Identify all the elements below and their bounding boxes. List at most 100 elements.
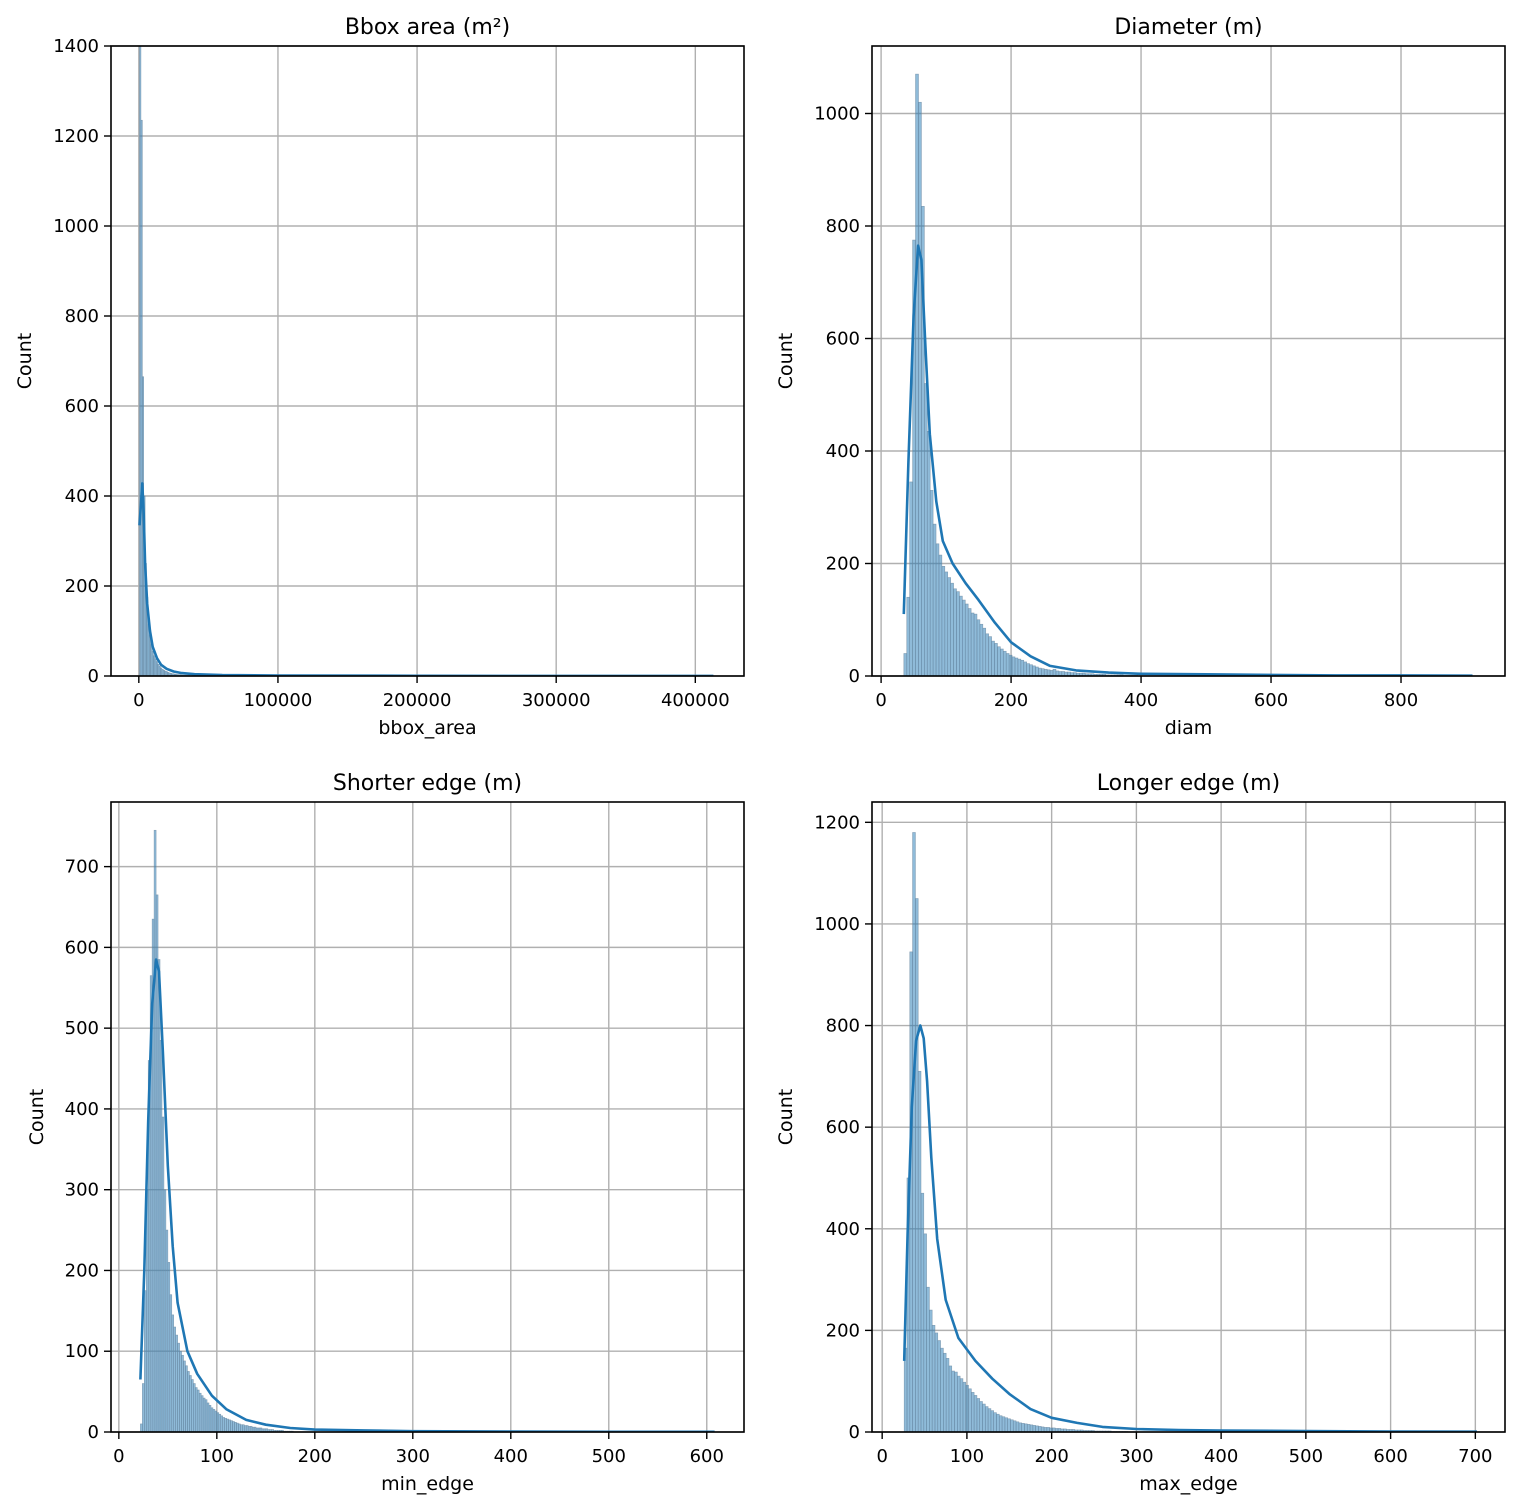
histogram-bar: [962, 1381, 967, 1432]
x-tick-label: 200: [298, 1446, 332, 1467]
histogram-bar: [956, 591, 960, 676]
histogram-bar: [953, 588, 957, 676]
chart-title: Bbox area (m²): [345, 15, 510, 40]
x-tick-label: 400: [1124, 690, 1158, 711]
chart-panel-3: 0 100 200 300 400 500 600 700 0 200 400 600 800 1000 1…: [775, 771, 1506, 1495]
y-tick-label: 200: [826, 554, 860, 575]
y-tick-label: 1000: [814, 104, 860, 125]
x-tick-label: 500: [592, 1446, 626, 1467]
chart-title: Shorter edge (m): [333, 771, 522, 796]
x-tick-label: 0: [875, 690, 886, 711]
histogram-bar: [982, 627, 987, 676]
histogram-bar: [988, 636, 992, 676]
histogram-bar: [941, 566, 946, 676]
histogram-bar: [1002, 650, 1007, 676]
histogram-bar: [1001, 1416, 1006, 1432]
y-tick-label: 0: [849, 666, 860, 687]
histogram-bar: [973, 613, 978, 676]
y-tick-label: 200: [826, 1320, 860, 1341]
histogram-bar: [1038, 1426, 1042, 1432]
histogram-bar: [1049, 670, 1054, 676]
histogram-bar: [932, 523, 937, 676]
histogram-bar: [990, 1410, 994, 1432]
histogram-bar: [929, 1309, 933, 1432]
histogram-bar: [982, 1403, 986, 1432]
kde-line: [138, 482, 714, 676]
y-tick-label: 400: [826, 441, 860, 462]
x-axis-label: bbox_area: [378, 717, 476, 739]
histogram-bar: [1029, 664, 1033, 676]
histogram-bar: [915, 898, 919, 1432]
histogram-bar: [1052, 668, 1057, 676]
histogram-bar: [912, 832, 916, 1432]
histogram-bar: [971, 1392, 975, 1432]
histogram-bar: [906, 596, 910, 676]
histogram-bar: [979, 1401, 983, 1432]
y-tick-label: 600: [65, 396, 99, 417]
histogram-bar: [943, 1352, 947, 1432]
histogram-bar: [959, 595, 963, 676]
histogram-bar: [1024, 1423, 1028, 1432]
x-axis-label: min_edge: [381, 1473, 474, 1495]
histogram-bar: [1008, 654, 1013, 676]
histogram-bar: [903, 653, 908, 676]
x-tick-label: 600: [1373, 1446, 1407, 1467]
x-tick-label: 700: [1458, 1446, 1492, 1467]
histogram-bar: [997, 646, 1001, 676]
histogram-bar: [931, 1325, 936, 1432]
axes-frame: [871, 45, 1506, 677]
histogram-bar: [1012, 1420, 1017, 1432]
y-tick-label: 1400: [53, 36, 99, 57]
histogram-bar: [950, 582, 954, 676]
y-tick-label: 500: [65, 1018, 99, 1039]
x-tick-label: 200: [1034, 1446, 1068, 1467]
y-tick-label: 700: [65, 857, 99, 878]
histogram-bar: [1026, 1424, 1031, 1432]
x-tick-label: 500: [1289, 1446, 1323, 1467]
histogram-bar: [959, 1378, 964, 1432]
histogram-bar: [1032, 1425, 1036, 1432]
x-tick-label: 300: [1119, 1446, 1153, 1467]
histogram-bar: [973, 1395, 978, 1432]
kde-line: [139, 958, 715, 1432]
axes-frame: [871, 801, 1506, 1433]
y-tick-label: 400: [65, 1099, 99, 1120]
x-tick-label: 0: [113, 1446, 124, 1467]
histogram-bar: [951, 1370, 955, 1432]
y-axis-label: Count: [14, 333, 36, 389]
histogram-bar: [934, 1332, 939, 1432]
y-tick-label: 300: [65, 1180, 99, 1201]
histogram-bar: [970, 612, 975, 676]
x-tick-label: 0: [133, 690, 144, 711]
x-tick-label: 600: [1254, 690, 1288, 711]
histogram-bar: [1005, 653, 1010, 676]
histogram-bar: [993, 1412, 997, 1432]
histogram-bar: [996, 1413, 1000, 1432]
histogram-bar: [929, 490, 934, 676]
x-tick-label: 100: [950, 1446, 984, 1467]
histogram-bar: [917, 1070, 922, 1432]
x-tick-label: 100000: [244, 690, 313, 711]
histogram-bar: [1035, 666, 1039, 676]
histogram-bar: [1011, 656, 1016, 676]
x-tick-label: 400: [494, 1446, 528, 1467]
chart-title: Longer edge (m): [1097, 771, 1280, 796]
x-tick-label: 300: [396, 1446, 430, 1467]
y-tick-label: 1200: [53, 126, 99, 147]
histogram-bar: [915, 73, 919, 676]
histogram-bar: [964, 603, 969, 676]
histogram-bar: [998, 1415, 1003, 1432]
histogram-bar: [1032, 665, 1036, 676]
histogram-bar: [1026, 663, 1030, 676]
histogram-bar: [967, 608, 972, 676]
histogram-bar: [948, 1365, 953, 1432]
histogram-bar: [1035, 1425, 1039, 1432]
histogram-bar: [984, 1406, 989, 1432]
histogram-bar: [944, 571, 949, 676]
y-axis-label: Count: [775, 1089, 797, 1145]
histogram-bar: [979, 623, 984, 676]
chart-panel-2: 0 100 200 300 400 500 600 0 100 200 300 400 500 600 70…: [26, 771, 745, 1495]
y-tick-label: 0: [88, 1422, 99, 1443]
x-tick-label: 800: [1384, 690, 1418, 711]
